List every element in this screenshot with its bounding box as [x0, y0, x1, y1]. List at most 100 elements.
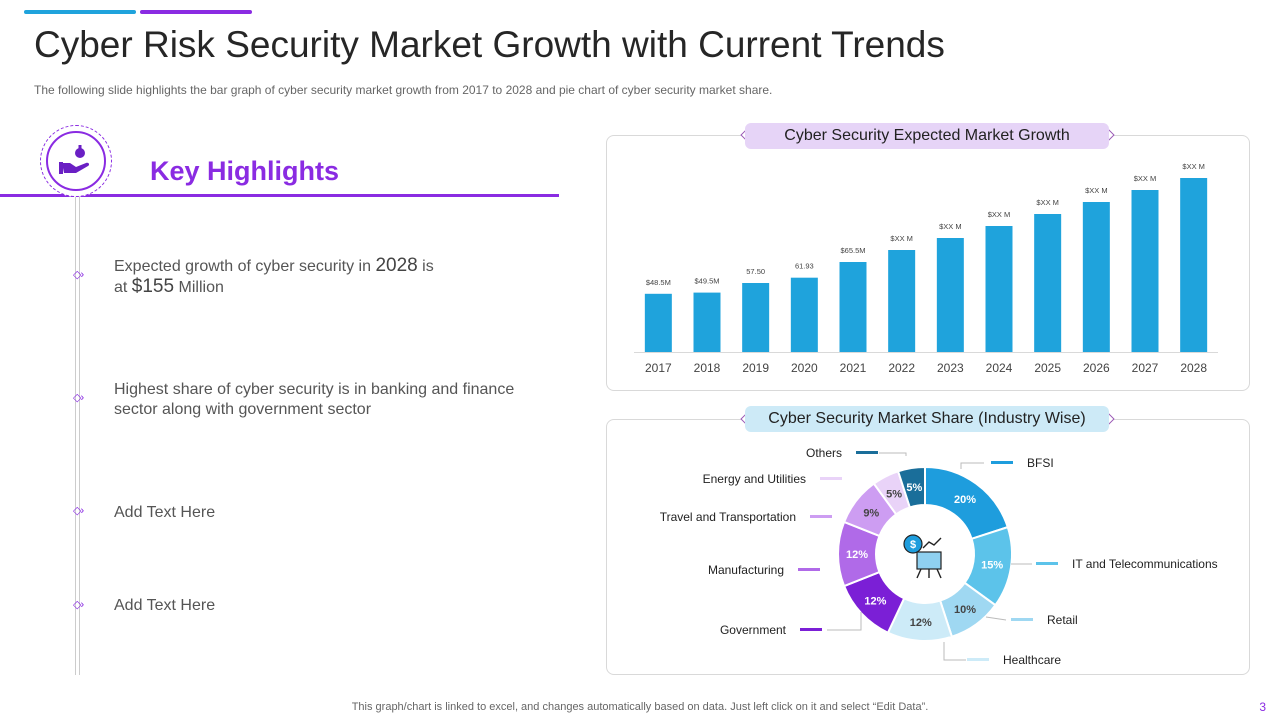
bar-value-label: 57.50 [746, 267, 765, 276]
pie-chart-title: Cyber Security Market Share (Industry Wi… [745, 406, 1109, 432]
bar-2023 [936, 238, 964, 352]
bar-2021 [839, 262, 867, 352]
hand-money-icon [59, 145, 90, 174]
legend-label: Retail [1047, 613, 1078, 627]
highlight-item-1-amount: $155 [131, 276, 175, 297]
slide-subtitle: The following slide highlights the bar g… [34, 83, 773, 97]
highlight-item-1-text-a: Expected growth of cyber security in [114, 258, 376, 275]
slice-value-label: 15% [981, 560, 1003, 572]
legend-swatch [800, 628, 822, 631]
diamond-arrow-icon: ◇› [73, 599, 84, 611]
bar-2020 [790, 277, 818, 352]
bar-value-label: $XX M [939, 222, 962, 231]
investment-presentation-icon: $ [903, 534, 942, 579]
hand-money-icon-stem [78, 145, 82, 149]
slice-value-label: 10% [954, 604, 976, 616]
legend-label: Healthcare [1003, 653, 1061, 667]
highlight-item-1-text-c: at [114, 279, 132, 296]
slice-value-label: 9% [863, 507, 879, 519]
bar-tick-label: 2017 [645, 361, 672, 375]
highlights-icon-circle [46, 131, 106, 191]
legend-swatch [991, 461, 1013, 464]
bar-2017 [644, 293, 672, 352]
highlight-item-2-line2: sector along with government sector [114, 401, 372, 418]
legend-swatch [810, 515, 832, 518]
hand-money-icon-cuff [59, 162, 63, 174]
page-number: 3 [1259, 700, 1266, 714]
center-icon-dollar: $ [910, 539, 916, 551]
legend-label: Travel and Transportation [660, 510, 796, 524]
accent-bar-purple [140, 10, 252, 14]
bar-tick-label: 2021 [840, 361, 867, 375]
bar-tick-label: 2023 [937, 361, 964, 375]
legend-label: Government [720, 623, 787, 637]
timeline-line-left [75, 197, 76, 675]
bar-value-label: $XX M [1134, 174, 1157, 183]
bar-tick-label: 2028 [1180, 361, 1207, 375]
legend-connector [985, 616, 1007, 621]
highlight-item-1: Expected growth of cyber security in 202… [114, 256, 434, 298]
bar-tick-label: 2022 [888, 361, 915, 375]
diamond-arrow-icon: ◇› [73, 505, 84, 517]
bar-2019 [742, 283, 770, 352]
accent-bar-blue [24, 10, 136, 14]
bar-tick-label: 2024 [986, 361, 1013, 375]
legend-swatch [967, 658, 989, 661]
bar-2025 [1034, 214, 1062, 352]
bar-tick-label: 2025 [1034, 361, 1061, 375]
legend-swatch [856, 451, 878, 454]
bar-2027 [1131, 190, 1159, 352]
bar-2024 [985, 226, 1013, 352]
hand-money-icon-coin [75, 148, 85, 158]
bar-2026 [1082, 202, 1110, 352]
bar-chart-title: Cyber Security Expected Market Growth [745, 123, 1109, 149]
legend-swatch [1036, 562, 1058, 565]
hand-money-icon-hand [62, 162, 90, 173]
slide-title: Cyber Risk Security Market Growth with C… [34, 24, 945, 65]
legend-label: Manufacturing [708, 563, 784, 577]
diamond-arrow-icon: ◇› [73, 392, 84, 404]
bar-2028 [1180, 178, 1208, 352]
slice-value-label: 12% [910, 617, 932, 629]
footer-note: This graph/chart is linked to excel, and… [351, 701, 929, 713]
bar-value-label: $XX M [1085, 186, 1108, 195]
pie-chart: 20% 15% 10% 12% 12% 12% 9% 5% 5% $ BFSI IT and Tele… [660, 446, 1218, 667]
legend-label: Energy and Utilities [703, 472, 806, 486]
slice-value-label: 12% [864, 596, 886, 608]
slice-value-label: 20% [954, 494, 976, 506]
legend-connector [879, 452, 907, 456]
bar-tick-label: 2027 [1132, 361, 1159, 375]
legend-connector [827, 612, 862, 631]
bar-value-label: $65.5M [840, 246, 865, 255]
timeline-line-right [79, 197, 80, 675]
bar-tick-label: 2018 [694, 361, 721, 375]
highlights-title: Key Highlights [150, 156, 340, 186]
highlight-item-1-year: 2028 [375, 255, 418, 276]
legend-label: BFSI [1027, 456, 1054, 470]
highlight-item-2: Highest share of cyber security is in ba… [114, 380, 514, 420]
legend-connector [943, 642, 966, 661]
highlights-rule [0, 194, 559, 197]
bar-value-label: $49.5M [694, 277, 719, 286]
bar-value-label: $XX M [890, 234, 913, 243]
bar-value-label: $XX M [1036, 198, 1059, 207]
bar-chart: $48.5M 2017 $49.5M 2018 57.50 2019 61.93 2020 $6… [634, 162, 1218, 375]
diamond-arrow-icon: ◇› [73, 269, 84, 281]
bar-value-label: 61.93 [795, 262, 814, 271]
bar-value-label: $XX M [988, 210, 1011, 219]
bar-tick-label: 2019 [742, 361, 769, 375]
legend-swatch [1011, 618, 1033, 621]
highlight-item-1-text-b: is [417, 258, 434, 275]
legend-label: IT and Telecommunications [1072, 557, 1218, 571]
highlight-item-3: Add Text Here [114, 504, 216, 521]
legend-label: Others [806, 446, 842, 460]
bar-value-label: $XX M [1182, 162, 1205, 171]
legend-swatch [820, 477, 842, 480]
slice-others [896, 465, 926, 509]
legend-swatch [798, 568, 820, 571]
bar-value-label: $48.5M [646, 278, 671, 287]
bar-tick-label: 2026 [1083, 361, 1110, 375]
slice-value-label: 5% [886, 488, 902, 500]
highlight-item-4: Add Text Here [114, 597, 216, 614]
bar-tick-label: 2020 [791, 361, 818, 375]
